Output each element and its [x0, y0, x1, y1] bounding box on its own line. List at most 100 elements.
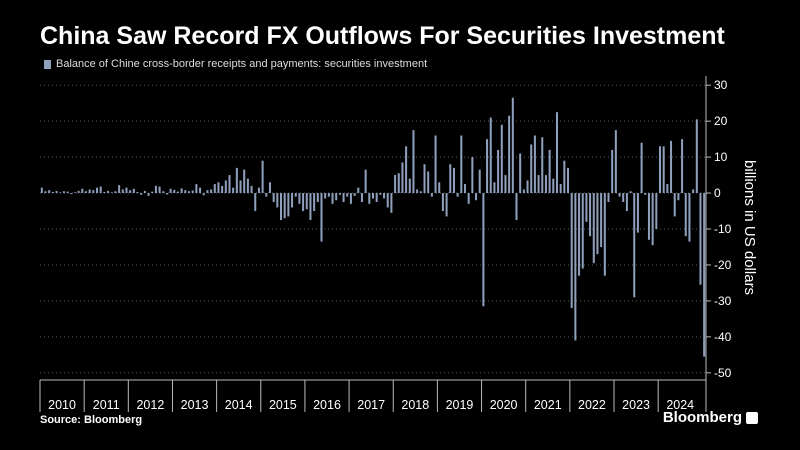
y-tick-label: -30	[714, 294, 732, 308]
bar	[114, 191, 117, 194]
bar	[423, 164, 426, 194]
bar	[449, 164, 452, 194]
bar	[375, 193, 378, 203]
bar	[143, 190, 146, 194]
bar	[493, 182, 496, 194]
bar	[364, 169, 367, 194]
bar	[62, 191, 65, 194]
y-tick-label: -50	[714, 366, 732, 380]
x-tick-label: 2013	[181, 398, 209, 412]
bar	[511, 97, 514, 194]
bar	[349, 193, 352, 204]
bar	[670, 140, 673, 194]
y-tick-label: 30	[714, 78, 728, 92]
bar	[614, 130, 617, 194]
bar	[658, 146, 662, 194]
bar	[371, 193, 375, 199]
bar	[316, 193, 319, 203]
bar	[96, 187, 99, 194]
bar	[136, 191, 139, 194]
bar	[603, 193, 606, 276]
bar	[158, 186, 161, 194]
bar	[463, 184, 466, 194]
y-tick-label: -40	[714, 330, 732, 344]
bar	[552, 178, 555, 194]
bar	[699, 193, 702, 285]
bar	[169, 188, 172, 194]
x-tick-label: 2012	[136, 398, 164, 412]
bar	[92, 190, 95, 194]
bar	[471, 157, 474, 194]
bar	[176, 191, 179, 194]
bar	[456, 193, 459, 197]
bar	[452, 167, 455, 194]
bar	[70, 193, 73, 195]
bar	[563, 160, 566, 194]
bar	[618, 193, 621, 197]
bar	[544, 175, 547, 194]
bar	[508, 115, 511, 194]
bar	[633, 193, 636, 298]
x-tick-label: 2010	[48, 398, 76, 412]
bar	[276, 193, 279, 208]
bar	[213, 184, 216, 194]
bar	[666, 184, 669, 194]
brand-name: Bloomberg	[662, 409, 742, 426]
legend-swatch	[44, 59, 51, 69]
y-axis-title: billions in US dollars	[741, 160, 758, 295]
bar	[162, 191, 165, 194]
bar	[268, 182, 271, 194]
bar	[497, 149, 500, 194]
bar	[191, 190, 194, 194]
bar	[581, 193, 584, 269]
bar	[118, 185, 121, 194]
bar	[482, 193, 485, 307]
bar	[287, 193, 290, 217]
bar	[195, 184, 198, 194]
bar	[140, 193, 143, 195]
x-tick-label: 2019	[446, 398, 474, 412]
bar	[567, 167, 570, 194]
bar	[644, 193, 647, 195]
bar	[522, 189, 525, 194]
x-tick-label: 2011	[93, 398, 120, 412]
bar	[394, 175, 397, 194]
bar	[257, 187, 260, 194]
bar	[338, 193, 341, 195]
bar	[305, 193, 308, 210]
bar	[419, 191, 422, 194]
bar	[695, 119, 698, 194]
bar	[294, 193, 297, 197]
legend: Balance of Chine cross-border receipts a…	[44, 58, 427, 70]
bar	[467, 193, 470, 204]
bar	[478, 169, 481, 194]
y-tick-label: 0	[714, 186, 721, 200]
chart-title: China Saw Record FX Outflows For Securit…	[40, 22, 725, 50]
bar	[202, 193, 205, 196]
bar	[574, 193, 577, 341]
bar	[504, 175, 507, 194]
bar	[320, 193, 323, 242]
bar	[651, 193, 654, 246]
bar	[559, 184, 562, 194]
bar	[302, 193, 305, 212]
x-tick-label: 2024	[666, 398, 694, 412]
bar	[600, 193, 603, 247]
bar	[232, 187, 235, 194]
bar	[147, 193, 150, 196]
bar	[548, 149, 551, 194]
bar	[500, 124, 503, 194]
bar	[173, 189, 176, 194]
bar	[59, 192, 62, 194]
bar	[611, 149, 614, 194]
bar	[272, 193, 275, 203]
bar	[353, 193, 356, 196]
bar	[210, 189, 213, 194]
bar	[386, 193, 389, 208]
bar	[40, 187, 43, 194]
bar	[206, 190, 209, 194]
bar	[541, 137, 544, 194]
bar	[188, 191, 191, 194]
brand-mark-icon	[746, 411, 758, 424]
bar	[184, 190, 187, 194]
